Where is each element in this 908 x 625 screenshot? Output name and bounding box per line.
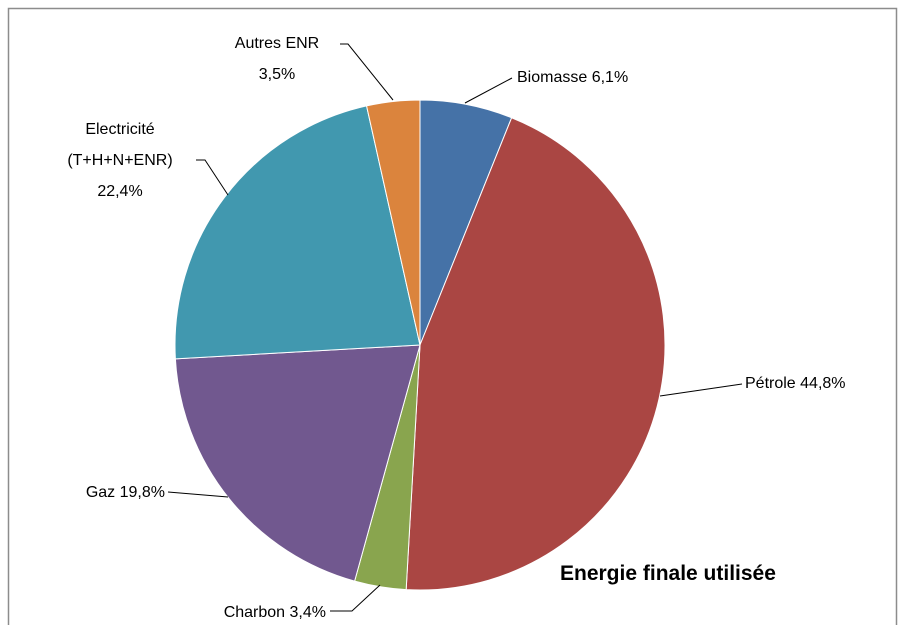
slice-value: 3,5%: [258, 66, 296, 83]
pie-slice: [365, 99, 421, 346]
slice-category: Charbon: [223, 604, 286, 621]
slice-value: 22,4%: [97, 183, 143, 200]
slice-value: 6,1%: [591, 69, 629, 86]
pie-slice: [174, 105, 421, 360]
leader-line: [330, 584, 381, 612]
slice-category: Autres ENR: [234, 35, 320, 52]
slice-value: 19,8%: [119, 484, 165, 501]
slice-category: Electricité (T+H+N+ENR): [67, 121, 173, 169]
leader-line: [196, 159, 229, 196]
frame: [7, 7, 898, 625]
leader-line: [167, 491, 229, 498]
pie-slice: [174, 344, 421, 582]
slice-label: Charbon 3,4%: [150, 597, 326, 625]
slice-category: Biomasse: [517, 69, 588, 86]
slice-label: Gaz 19,8%: [20, 477, 165, 508]
slice-label: Autres ENR 3,5%: [207, 28, 347, 90]
leader-line: [464, 77, 513, 104]
slice-value: 44,8%: [800, 375, 846, 392]
leader-line: [340, 43, 394, 101]
slice-value: 3,4%: [289, 604, 326, 621]
leader-line: [659, 383, 743, 397]
pie-slice: [405, 117, 666, 591]
slice-category: Pétrole: [745, 375, 796, 392]
slice-label: Pétrole 44,8%: [745, 368, 905, 399]
slice-label: Electricité (T+H+N+ENR) 22,4%: [55, 114, 185, 207]
slice-category: Gaz: [85, 484, 116, 501]
chart-title: Energie finale utilisée: [560, 562, 776, 585]
slice-label: Biomasse 6,1%: [517, 62, 717, 93]
